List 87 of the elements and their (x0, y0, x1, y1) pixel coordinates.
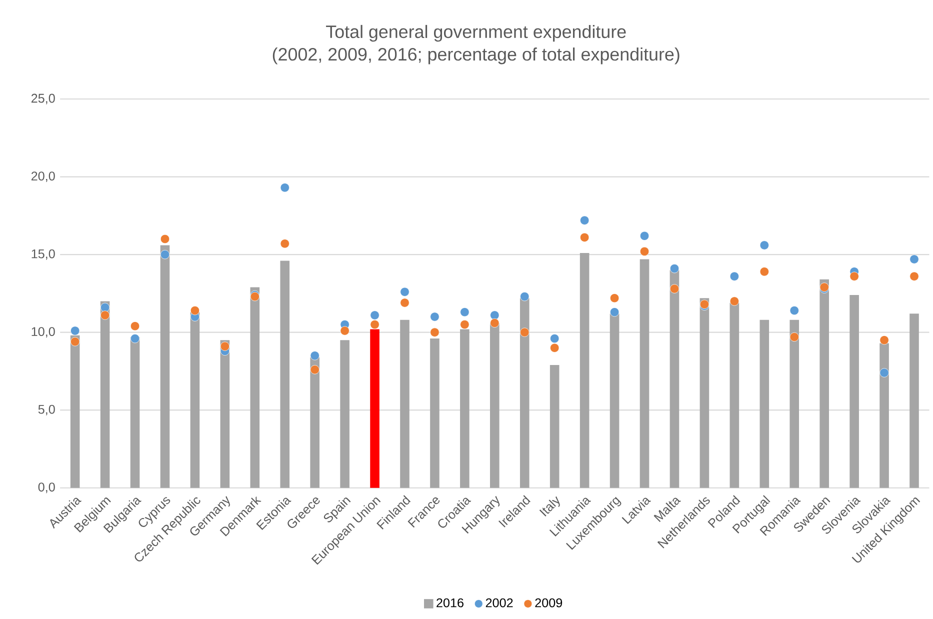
chart-subtitle: (2002, 2009, 2016; percentage of total expenditure) (272, 48, 680, 64)
point (310, 351, 320, 360)
point (70, 326, 80, 336)
point (550, 343, 560, 352)
point (460, 320, 470, 330)
bar (250, 287, 260, 488)
point (790, 332, 799, 342)
bar (520, 298, 530, 488)
point (910, 254, 919, 264)
bar (160, 245, 170, 488)
y-tick-label: 15,0 (32, 249, 55, 260)
point (160, 250, 170, 260)
bar (70, 335, 80, 488)
bar (910, 314, 919, 488)
point (760, 240, 769, 250)
bar (610, 314, 620, 488)
point (640, 246, 650, 256)
point (610, 294, 620, 303)
point (430, 312, 440, 322)
point (850, 272, 859, 281)
point (670, 264, 680, 274)
point (550, 334, 560, 344)
point (220, 342, 230, 351)
y-tick-label: 20,0 (31, 172, 55, 182)
legend-label: 2016 (436, 598, 464, 608)
bar (640, 259, 650, 488)
bar (340, 340, 350, 488)
point (430, 328, 440, 337)
point (100, 310, 110, 320)
point (400, 287, 410, 296)
point (130, 322, 140, 331)
point (490, 318, 500, 328)
bar (190, 312, 200, 488)
legend-label: 2002 (486, 598, 513, 608)
point (280, 239, 290, 248)
point (130, 334, 140, 344)
bar (430, 338, 440, 488)
bar (820, 279, 829, 488)
bar (760, 320, 770, 488)
point (580, 232, 590, 242)
y-tick-label: 25,0 (31, 94, 55, 104)
point (790, 306, 799, 316)
y-tick-label: 5,0 (38, 404, 55, 416)
bar (460, 329, 470, 488)
point (280, 183, 290, 192)
bar (580, 252, 590, 488)
bar (370, 329, 380, 488)
bar (400, 320, 410, 488)
bar (670, 270, 680, 488)
point (640, 231, 650, 240)
point (610, 308, 620, 317)
y-tick-label: 10,0 (32, 327, 55, 338)
point (340, 326, 350, 336)
point (460, 308, 470, 317)
legend-label: 2009 (535, 598, 562, 608)
bar (310, 357, 320, 488)
point (730, 272, 740, 281)
bar (790, 320, 800, 488)
bar (730, 302, 740, 488)
y-tick-label: 0,0 (38, 482, 55, 494)
point (100, 302, 110, 312)
bar (220, 340, 230, 488)
point (70, 337, 80, 346)
point (760, 267, 769, 276)
point (580, 216, 590, 225)
point (490, 310, 500, 320)
point (670, 284, 680, 294)
bar (490, 322, 500, 488)
point (370, 320, 380, 330)
bar (850, 294, 859, 488)
point (310, 365, 320, 374)
point (910, 272, 919, 281)
point (370, 310, 380, 320)
bar (550, 364, 560, 488)
point (880, 368, 889, 378)
point (190, 306, 200, 316)
point (730, 296, 740, 306)
chart-title: Total general government expenditure (326, 24, 626, 42)
point (880, 336, 889, 345)
bar (700, 298, 710, 488)
bar (280, 260, 290, 488)
bar (880, 343, 889, 488)
point (520, 328, 530, 337)
point (520, 292, 530, 302)
bar (100, 301, 110, 488)
point (400, 298, 410, 308)
point (160, 234, 170, 244)
